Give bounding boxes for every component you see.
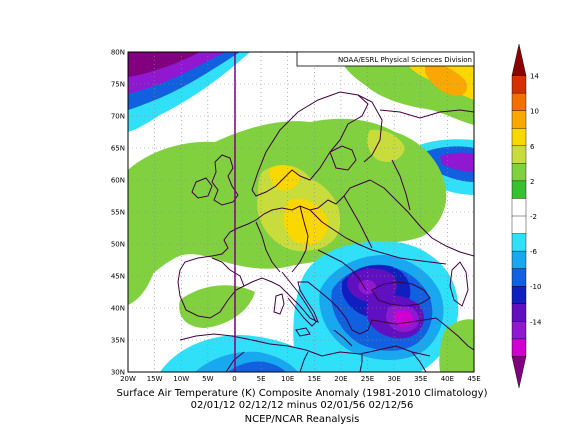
colorbar-segment [511, 268, 527, 287]
anomaly-shading [128, 52, 474, 372]
colorbar-segment [511, 321, 527, 340]
colorbar-labels: 14 10 6 2 -2 -6 -10 -14 [530, 73, 542, 327]
colorbar-segment [511, 180, 527, 199]
caption-dates: 02/01/12 02/12/12 minus 02/01/56 02/12/5… [191, 400, 414, 411]
colorbar-segment [511, 286, 527, 305]
latitude-label: 60N [111, 177, 125, 185]
longitude-label: 30E [387, 375, 400, 383]
latitude-label: 30N [111, 369, 125, 377]
colorbar-segment [511, 198, 527, 217]
colorbar-segment [511, 215, 527, 235]
longitude-label: 40E [441, 375, 454, 383]
colorbar-segment [511, 110, 527, 129]
colorbar-label: 2 [530, 178, 534, 186]
longitude-label: 10W [173, 375, 189, 383]
colorbar-label: -10 [530, 283, 541, 291]
colorbar-label: -2 [530, 213, 537, 221]
latitude-label: 75N [111, 81, 125, 89]
colorbar-segment [511, 163, 527, 182]
latitude-label: 50N [111, 241, 125, 249]
latitude-labels: 80N 75N 70N 65N 60N 55N 50N 45N 40N 35N 30N [111, 49, 125, 377]
colorbar-segment [511, 145, 527, 164]
latitude-label: 45N [111, 273, 125, 281]
latitude-label: 70N [111, 113, 125, 121]
colorbar-label: -6 [530, 248, 538, 256]
longitude-label: 20W [120, 375, 136, 383]
colorbar-segment [511, 43, 527, 76]
colorbar-segment [511, 128, 527, 147]
colorbar-label: 6 [530, 143, 535, 151]
longitude-label: 5E [257, 375, 266, 383]
colorbar [511, 43, 527, 389]
longitude-label: 35E [414, 375, 427, 383]
colorbar-segment [511, 338, 527, 357]
longitude-label: 5W [202, 375, 213, 383]
longitude-label: 20E [334, 375, 347, 383]
longitude-label: 15W [147, 375, 163, 383]
credit-box [296, 51, 475, 67]
colorbar-segment [511, 75, 527, 94]
longitude-label: 25E [361, 375, 374, 383]
longitude-label: 0 [232, 375, 236, 383]
latitude-label: 80N [111, 49, 125, 57]
longitude-label: 10E [281, 375, 294, 383]
coastlines-and-borders [177, 91, 474, 372]
colorbar-segment [511, 250, 527, 270]
caption-title: Surface Air Temperature (K) Composite An… [117, 388, 488, 399]
latitude-label: 35N [111, 337, 125, 345]
colorbar-label: -14 [530, 318, 542, 326]
longitude-label: 15E [308, 375, 321, 383]
latitude-label: 55N [111, 209, 125, 217]
longitude-labels: 20W 15W 10W 5W 0 5E 10E 15E 20E 25E 30E 35E 40E 45E [120, 375, 481, 383]
longitude-label: 45E [467, 375, 480, 383]
colorbar-label: 10 [530, 108, 539, 116]
colorbar-segment [511, 92, 527, 112]
latitude-label: 65N [111, 145, 125, 153]
latitude-label: 40N [111, 305, 125, 313]
caption-source: NCEP/NCAR Reanalysis [245, 414, 360, 425]
colorbar-label: 14 [530, 73, 539, 81]
colorbar-segment [511, 356, 527, 389]
colorbar-segment [511, 233, 527, 252]
colorbar-segment [511, 303, 527, 322]
credit-label: NOAA/ESRL Physical Sciences Division [338, 56, 472, 64]
